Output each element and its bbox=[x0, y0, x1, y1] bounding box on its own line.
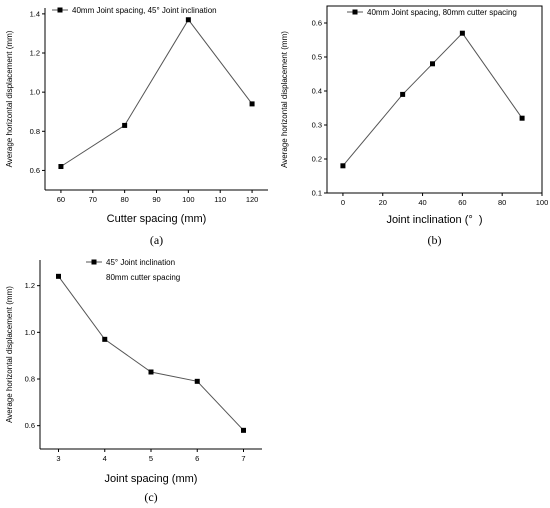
chart-a-svg: 60 70 80 90 100 110 120 0.6 0.8 1.0 1.2 1.4 40mm Joi… bbox=[5, 6, 268, 247]
chart-panel-c: 3 4 5 6 7 0.6 0.8 1.0 1.2 45° Joint inclination 80… bbox=[0, 254, 275, 508]
y-tick-label: 1.2 bbox=[30, 49, 40, 58]
legend-entry: 40mm Joint spacing, 45° Joint inclinatio… bbox=[72, 6, 217, 15]
x-tick-label: 0 bbox=[341, 198, 345, 207]
y-tick-label: 0.5 bbox=[312, 53, 322, 62]
legend-entry: 40mm Joint spacing, 80mm cutter spacing bbox=[367, 8, 517, 17]
x-tick-label: 20 bbox=[379, 198, 387, 207]
legend-marker bbox=[57, 7, 63, 13]
y-tick-label: 0.1 bbox=[312, 189, 322, 198]
panel-caption: (c) bbox=[144, 490, 157, 504]
data-point bbox=[185, 17, 191, 23]
panel-caption: (b) bbox=[428, 233, 442, 247]
legend-marker bbox=[352, 9, 358, 15]
y-tick-label: 0.6 bbox=[30, 166, 40, 175]
data-point bbox=[430, 61, 436, 67]
x-axis-title: Joint spacing (mm) bbox=[105, 473, 198, 485]
x-tick-label: 110 bbox=[214, 195, 226, 204]
data-point bbox=[400, 91, 406, 97]
series-line bbox=[60, 18, 253, 167]
panel-caption: (a) bbox=[150, 233, 163, 247]
legend-marker bbox=[91, 259, 97, 265]
x-tick-label: 90 bbox=[152, 195, 160, 204]
y-tick-label: 0.2 bbox=[312, 155, 322, 164]
data-point bbox=[194, 378, 200, 384]
data-point bbox=[340, 163, 346, 169]
x-tick-label: 80 bbox=[120, 195, 128, 204]
data-point bbox=[519, 115, 525, 121]
y-axis-title: Average horizontal displacement (mm) bbox=[5, 30, 14, 167]
x-tick-label: 60 bbox=[57, 195, 65, 204]
series-line bbox=[342, 32, 523, 167]
x-tick-label: 6 bbox=[195, 454, 199, 463]
data-point bbox=[102, 336, 108, 342]
chart-c-svg: 3 4 5 6 7 0.6 0.8 1.0 1.2 45° Joint inclination 80… bbox=[5, 258, 262, 504]
y-tick-label: 0.8 bbox=[30, 127, 40, 136]
x-tick-label: 60 bbox=[458, 198, 466, 207]
x-tick-label: 70 bbox=[89, 195, 97, 204]
x-tick-label: 5 bbox=[149, 454, 153, 463]
plot-frame bbox=[326, 5, 543, 194]
data-point bbox=[122, 122, 128, 128]
legend-entry: 80mm cutter spacing bbox=[106, 273, 180, 282]
x-tick-label: 4 bbox=[103, 454, 107, 463]
x-tick-label: 80 bbox=[498, 198, 506, 207]
data-point bbox=[58, 164, 64, 170]
data-point bbox=[249, 101, 255, 107]
y-tick-label: 1.4 bbox=[30, 9, 40, 18]
y-axis-title: Average horizontal displacement (mm) bbox=[5, 286, 14, 423]
y-tick-label: 0.6 bbox=[25, 421, 35, 430]
chart-panel-b: 0 20 40 60 80 100 0.1 0.2 0.3 0.4 0.5 0.6 40mm Joint… bbox=[275, 0, 550, 254]
x-tick-label: 7 bbox=[241, 454, 245, 463]
x-tick-label: 100 bbox=[536, 198, 549, 207]
x-tick-label: 100 bbox=[182, 195, 195, 204]
y-tick-label: 1.0 bbox=[30, 88, 40, 97]
y-axis-title: Average horizontal displacement (mm) bbox=[280, 31, 289, 168]
legend-entry: 45° Joint inclination bbox=[106, 258, 175, 267]
data-point bbox=[241, 427, 246, 433]
y-tick-label: 0.4 bbox=[312, 87, 322, 96]
data-point bbox=[56, 273, 61, 279]
y-tick-label: 1.2 bbox=[25, 281, 35, 290]
x-axis-title: Cutter spacing (mm) bbox=[107, 213, 207, 225]
x-tick-label: 40 bbox=[418, 198, 426, 207]
x-tick-label: 120 bbox=[246, 195, 259, 204]
y-tick-label: 0.8 bbox=[25, 375, 35, 384]
series-line bbox=[58, 276, 244, 431]
y-tick-label: 0.3 bbox=[312, 121, 322, 130]
data-point bbox=[459, 30, 465, 36]
chart-b-svg: 0 20 40 60 80 100 0.1 0.2 0.3 0.4 0.5 0.6 40mm Joint… bbox=[280, 5, 549, 247]
x-axis-title: Joint inclination (° ) bbox=[386, 214, 482, 226]
data-point bbox=[148, 369, 154, 375]
x-tick-label: 3 bbox=[56, 454, 60, 463]
chart-panel-a: 60 70 80 90 100 110 120 0.6 0.8 1.0 1.2 1.4 40mm Joi… bbox=[0, 0, 275, 254]
y-tick-label: 1.0 bbox=[25, 328, 35, 337]
y-tick-label: 0.6 bbox=[312, 19, 322, 28]
